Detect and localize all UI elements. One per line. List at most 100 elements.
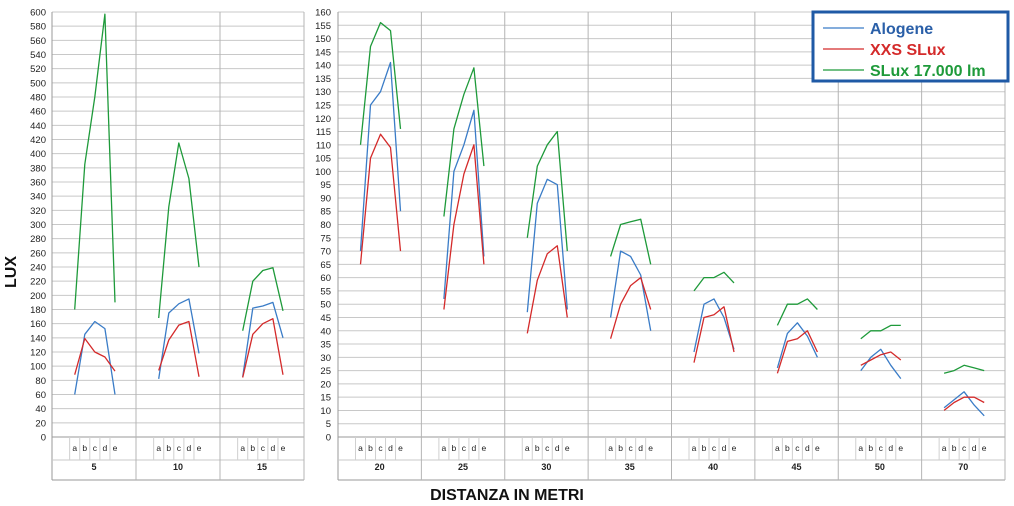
series-line-xxs-slux bbox=[158, 320, 200, 377]
sub-position-label: b bbox=[250, 443, 255, 453]
y-tick-label: 100 bbox=[315, 167, 331, 178]
sub-position-label: b bbox=[952, 443, 957, 453]
legend-label: XXS SLux bbox=[870, 42, 946, 59]
series-line-alogene bbox=[359, 61, 402, 252]
sub-position-label: a bbox=[775, 443, 780, 453]
y-tick-label: 90 bbox=[320, 193, 331, 204]
sub-position-label: a bbox=[858, 443, 863, 453]
y-tick-label: 480 bbox=[30, 93, 46, 104]
distance-label: 5 bbox=[91, 462, 96, 472]
y-tick-label: 75 bbox=[320, 233, 331, 244]
y-tick-label: 45 bbox=[320, 313, 331, 324]
sub-position-label: c bbox=[795, 443, 800, 453]
series-line-xxs-slux bbox=[860, 351, 902, 366]
y-tick-label: 40 bbox=[320, 326, 331, 337]
sub-position-label: d bbox=[888, 443, 893, 453]
distance-label: 30 bbox=[541, 462, 551, 472]
y-tick-label: 180 bbox=[30, 305, 46, 316]
y-tick-label: 600 bbox=[30, 8, 46, 19]
y-tick-label: 105 bbox=[315, 154, 331, 165]
series-line-xxs-slux bbox=[693, 306, 735, 363]
sub-position-label: c bbox=[93, 443, 98, 453]
y-tick-label: 560 bbox=[30, 36, 46, 47]
y-tick-label: 35 bbox=[320, 340, 331, 351]
sub-position-label: b bbox=[82, 443, 87, 453]
sub-position-label: a bbox=[358, 443, 363, 453]
sub-position-label: e bbox=[398, 443, 403, 453]
sub-position-label: d bbox=[972, 443, 977, 453]
series-line-slux-17-000-lm bbox=[359, 21, 402, 145]
y-tick-label: 220 bbox=[30, 277, 46, 288]
sub-position-label: c bbox=[629, 443, 634, 453]
series-line-alogene bbox=[776, 322, 818, 369]
y-tick-label: 420 bbox=[30, 135, 46, 146]
y-tick-label: 380 bbox=[30, 163, 46, 174]
y-tick-label: 240 bbox=[30, 263, 46, 274]
y-tick-label: 155 bbox=[315, 21, 331, 32]
y-tick-label: 520 bbox=[30, 64, 46, 75]
sub-position-label: e bbox=[565, 443, 570, 453]
distance-label: 25 bbox=[458, 462, 468, 472]
sub-position-label: b bbox=[618, 443, 623, 453]
series-line-slux-17-000-lm bbox=[158, 142, 200, 319]
series-line-xxs-slux bbox=[74, 337, 116, 375]
sub-position-label: a bbox=[692, 443, 697, 453]
y-tick-label: 135 bbox=[315, 74, 331, 85]
series-line-alogene bbox=[443, 109, 485, 299]
sub-position-label: c bbox=[962, 443, 967, 453]
series-line-xxs-slux bbox=[242, 318, 284, 378]
y-tick-label: 60 bbox=[35, 390, 46, 401]
distance-label: 35 bbox=[625, 462, 635, 472]
series-line-alogene bbox=[693, 298, 735, 353]
y-tick-label: 60 bbox=[320, 273, 331, 284]
sub-position-label: d bbox=[388, 443, 393, 453]
sub-position-label: c bbox=[378, 443, 383, 453]
sub-position-label: d bbox=[722, 443, 727, 453]
y-tick-label: 140 bbox=[315, 61, 331, 72]
distance-label: 50 bbox=[875, 462, 885, 472]
distance-label: 20 bbox=[375, 462, 385, 472]
sub-position-label: d bbox=[555, 443, 560, 453]
sub-position-label: e bbox=[482, 443, 487, 453]
y-tick-label: 65 bbox=[320, 260, 331, 271]
y-tick-label: 260 bbox=[30, 248, 46, 259]
y-tick-label: 160 bbox=[315, 8, 331, 19]
series-line-xxs-slux bbox=[359, 133, 402, 265]
y-tick-label: 150 bbox=[315, 34, 331, 45]
y-tick-label: 20 bbox=[320, 379, 331, 390]
y-tick-label: 580 bbox=[30, 22, 46, 33]
legend-label: Alogene bbox=[870, 21, 933, 38]
sub-position-label: c bbox=[712, 443, 717, 453]
sub-position-label: c bbox=[261, 443, 266, 453]
series-line-slux-17-000-lm bbox=[74, 13, 116, 310]
sub-position-label: e bbox=[281, 443, 286, 453]
sub-position-label: b bbox=[166, 443, 171, 453]
sub-position-label: a bbox=[240, 443, 245, 453]
sub-position-label: b bbox=[368, 443, 373, 453]
series-line-alogene bbox=[242, 301, 284, 377]
sub-position-label: e bbox=[648, 443, 653, 453]
series-line-slux-17-000-lm bbox=[860, 324, 901, 340]
series-line-xxs-slux bbox=[443, 144, 485, 310]
distance-label: 45 bbox=[792, 462, 802, 472]
y-tick-label: 360 bbox=[30, 178, 46, 189]
y-tick-label: 540 bbox=[30, 50, 46, 61]
series-line-xxs-slux bbox=[943, 396, 985, 411]
y-tick-label: 30 bbox=[320, 353, 331, 364]
y-tick-label: 320 bbox=[30, 206, 46, 217]
y-tick-label: 500 bbox=[30, 78, 46, 89]
sub-position-label: a bbox=[525, 443, 530, 453]
y-tick-label: 100 bbox=[30, 362, 46, 373]
sub-position-label: b bbox=[785, 443, 790, 453]
series-line-xxs-slux bbox=[526, 245, 568, 334]
series-line-slux-17-000-lm bbox=[443, 67, 485, 217]
y-tick-label: 95 bbox=[320, 180, 331, 191]
sub-position-label: a bbox=[156, 443, 161, 453]
series-line-alogene bbox=[609, 250, 652, 331]
y-tick-label: 120 bbox=[30, 348, 46, 359]
series-line-alogene bbox=[526, 178, 568, 313]
sub-position-label: e bbox=[732, 443, 737, 453]
sub-position-label: d bbox=[103, 443, 108, 453]
series-line-slux-17-000-lm bbox=[693, 271, 735, 292]
series-line-xxs-slux bbox=[609, 276, 652, 339]
